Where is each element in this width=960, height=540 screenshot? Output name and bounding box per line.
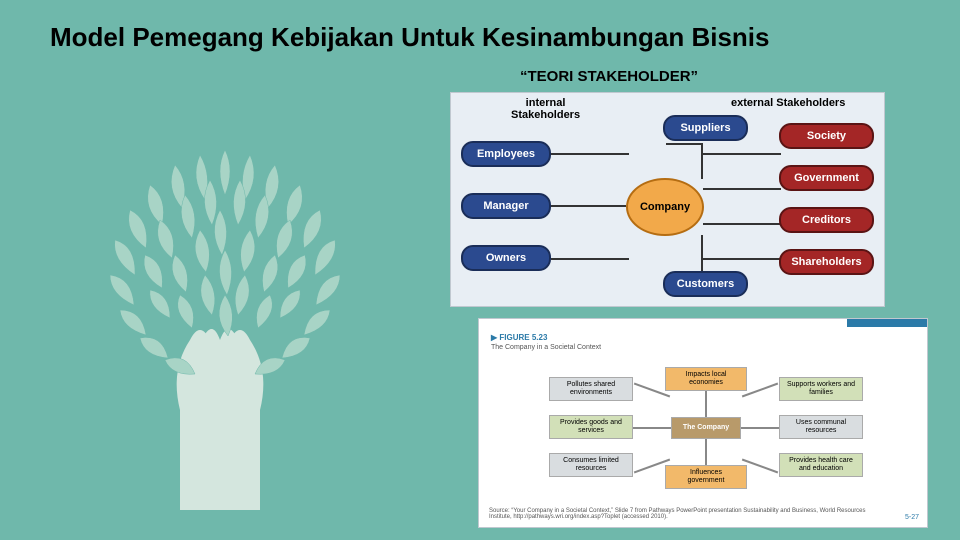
box-manager: Manager [461,193,551,219]
d2-left-0: Pollutes shared environments [549,377,633,401]
d2-bottom: Influences government [665,465,747,489]
page-title: Model Pemegang Kebijakan Untuk Kesinambu… [50,22,769,53]
d2-top: Impacts local economies [665,367,747,391]
figure-subtitle: The Company in a Societal Context [491,344,601,351]
box-shareholders: Shareholders [779,249,874,275]
box-company: Company [626,178,704,236]
page-number: 5-27 [905,514,919,521]
box-government: Government [779,165,874,191]
box-customers: Customers [663,271,748,297]
header-external: external Stakeholders [731,97,845,109]
tree-illustration [60,110,390,510]
box-society: Society [779,123,874,149]
d2-company: The Company [671,417,741,439]
figure-label: ▶ FIGURE 5.23 [491,333,547,342]
box-employees: Employees [461,141,551,167]
box-creditors: Creditors [779,207,874,233]
header-internal: internal Stakeholders [511,97,580,121]
box-owners: Owners [461,245,551,271]
d2-right-2: Provides health care and education [779,453,863,477]
figure-number: FIGURE 5.23 [499,333,547,342]
box-suppliers: Suppliers [663,115,748,141]
stakeholder-diagram: internal Stakeholders external Stakehold… [450,92,885,307]
accent-bar [847,319,927,327]
d2-left-1: Provides goods and services [549,415,633,439]
societal-context-diagram: ▶ FIGURE 5.23 The Company in a Societal … [478,318,928,528]
d2-right-0: Supports workers and families [779,377,863,401]
subtitle: “TEORI STAKEHOLDER” [520,68,698,85]
d2-left-2: Consumes limited resources [549,453,633,477]
d2-right-1: Uses communal resources [779,415,863,439]
figure-source: Source: “Your Company in a Societal Cont… [489,508,869,521]
